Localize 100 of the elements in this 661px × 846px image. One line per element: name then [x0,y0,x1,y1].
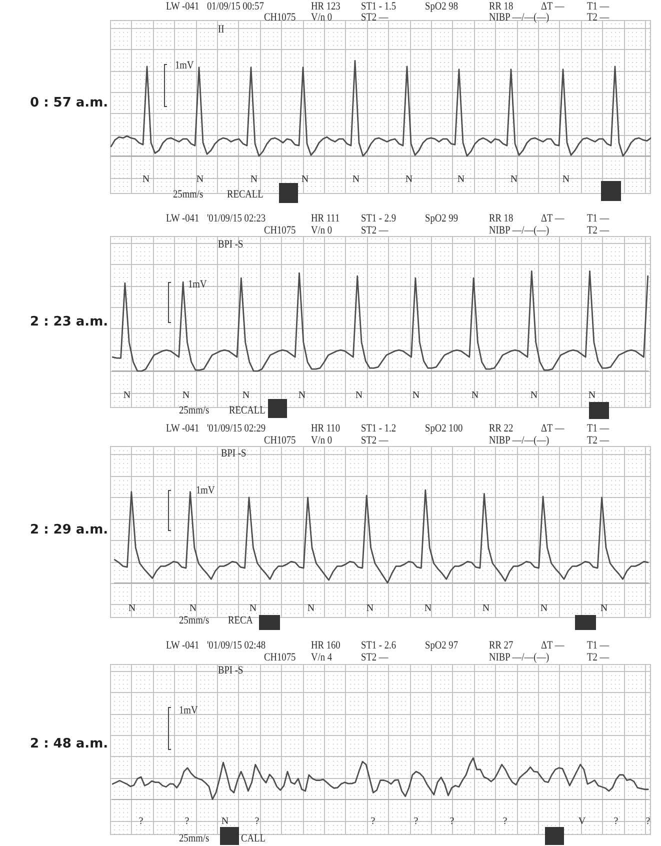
text: ST1 - 1.5 [361,0,396,12]
text: T1 — [587,0,610,12]
text: T1 — [587,212,610,225]
text: 0 : 57 a.m. [30,96,108,110]
text: CH1075 [264,651,296,664]
text: RECALL [229,404,266,416]
text: T1 — [587,422,610,434]
text: RR 18 [489,212,514,225]
text: ? [414,816,418,827]
text: 2 : 23 a.m. [30,314,108,330]
text: 2 : 29 a.m. [30,522,108,538]
annotation: 1mV [175,60,194,72]
text: N [540,603,548,614]
text: N [301,174,309,185]
text: BPI -S [218,238,244,250]
text: HR 110 [311,422,340,434]
text: ? [138,816,144,827]
text: ΔT — [541,212,564,225]
text: V/n 0 [311,224,332,236]
text: N [352,174,360,185]
text: N [405,174,413,185]
text: T2 — [587,651,610,664]
text: NIBP —/—(—) [489,224,550,236]
text: N [242,390,250,401]
text: N [182,390,190,401]
text: N [221,816,229,827]
text: RR 22 [489,422,514,434]
text: RR 27 [489,640,514,652]
text: N [142,174,150,185]
annotation: 1mV [196,484,215,496]
text: HR 160 [311,640,340,652]
text: LW -041 [166,0,200,12]
text: N [250,174,258,185]
text: N [298,390,306,401]
text: ST2 — [361,651,388,664]
text: N [196,174,204,185]
text: CH1075 [264,224,296,236]
text: N [471,390,479,401]
text: 1mV [179,704,198,716]
text: N [307,603,315,614]
text: HR 123 [311,0,340,12]
text: ? [450,816,454,827]
text: '01/09/15 02:48 [207,640,266,652]
text: ST2 — [361,12,388,24]
text: ? [370,816,376,827]
text: ? [614,816,618,827]
text: CALL [241,832,266,844]
text: ? [502,816,508,827]
text: T1 — [587,640,610,652]
text: N [530,390,538,401]
text: CH1075 [264,434,296,446]
text: LW -041 [166,640,200,652]
text: T2 — [587,434,610,446]
text: '01/09/15 02:23 [207,212,266,225]
text: N [562,174,570,185]
text: T2 — [587,224,610,236]
text: NIBP —/—(—) [489,651,550,664]
text: ST2 — [361,434,388,446]
text: N [189,603,197,614]
text: SpO2 98 [425,0,458,12]
text: ? [254,816,260,827]
text: RECA [228,614,253,626]
text: N [355,390,363,401]
text: V/n 0 [311,12,332,24]
text: N [128,603,136,614]
text: N [600,603,608,614]
text: N [588,390,596,401]
text: 25mm/s [173,188,204,200]
text: RR 18 [489,0,514,12]
text: ? [646,816,650,827]
text: N [366,603,374,614]
text: SpO2 100 [425,422,463,434]
text: 01/09/15 00:57 [207,0,264,12]
text: T2 — [587,12,610,24]
text: LW -041 [166,422,200,434]
text: SpO2 99 [425,212,458,225]
annotation: 1mV [188,278,207,290]
text: N [457,174,465,185]
text: '01/09/15 02:29 [207,422,266,434]
text: V [578,816,586,827]
text: ΔT — [541,640,564,652]
text: RECALL [227,188,264,200]
text: V/n 0 [311,434,332,446]
text: N [510,174,518,185]
text: N [123,390,131,401]
text: BPI -S [218,664,244,676]
text: N [482,603,490,614]
text: ΔT — [541,0,564,12]
text: ? [184,816,190,827]
text: NIBP —/—(—) [489,12,550,24]
text: 25mm/s [179,832,210,844]
text: ST1 - 2.9 [361,212,396,225]
text: ST1 - 2.6 [361,640,396,652]
text: N [412,390,420,401]
text: 25mm/s [179,404,210,416]
text: BPI -S [221,448,246,460]
text: CH1075 [264,12,296,24]
text: N [424,603,432,614]
text: ST2 — [361,224,388,236]
text: ST1 - 1.2 [361,422,396,434]
